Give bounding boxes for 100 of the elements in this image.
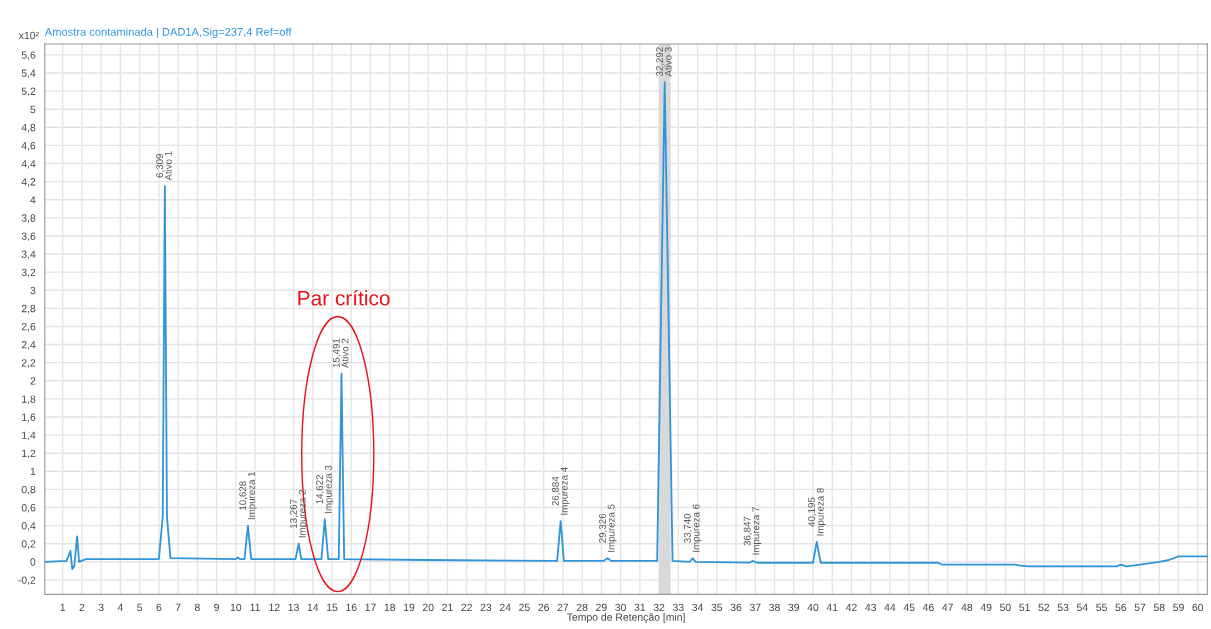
x-tick-label: 19 <box>403 603 415 612</box>
x-tick-label: 34 <box>692 603 704 612</box>
y-tick-label: 1,6 <box>22 413 36 423</box>
y-tick-label: 4,8 <box>21 123 36 133</box>
y-tick-label: 5 <box>30 105 36 114</box>
x-tick-label: 55 <box>1096 603 1107 612</box>
x-tick-label: 46 <box>922 603 934 612</box>
annotation: 36,847 Impureza 7 <box>743 507 762 555</box>
x-tick-label: 17 <box>365 603 376 611</box>
y-tick-label: 3,6 <box>21 232 36 242</box>
x-tick-label: 49 <box>980 603 992 612</box>
x-tick-label: 41 <box>826 603 838 611</box>
annotation: 26,884 Impureza 4 <box>552 467 570 515</box>
y-tick-label: 0,2 <box>21 540 36 549</box>
x-tick-label: 52 <box>1038 603 1050 612</box>
x-tick-label: 31 <box>634 603 646 612</box>
x-tick-label: 44 <box>884 603 896 611</box>
x-tick-label: 28 <box>576 603 588 612</box>
x-tick-label: 11 <box>250 603 260 611</box>
x-tick-label: 14 <box>307 603 319 611</box>
y-tick-label: 2,4 <box>21 341 36 350</box>
x-tick-label: 16 <box>346 603 357 612</box>
chart-title: Amostra contaminada | DAD1A,Sig=237,4 Ref=off <box>44 27 292 39</box>
x-tick-label: 3 <box>98 603 104 612</box>
annotation: 6,309 Ativo 1 <box>156 151 172 181</box>
y-tick-label: 0 <box>30 558 36 566</box>
x-tick-label: 50 <box>999 603 1011 612</box>
y-tick-label: 1,8 <box>22 395 36 404</box>
x-tick-label: 26 <box>538 603 549 612</box>
x-tick-label: 53 <box>1057 603 1069 612</box>
x-tick-label: 9 <box>214 603 220 612</box>
x-tick-label: 25 <box>519 603 530 612</box>
y-tick-label: 2,6 <box>21 322 36 332</box>
text: x10² <box>18 31 39 40</box>
y-tick-label: 2,8 <box>21 304 36 314</box>
y-tick-label: 3 <box>30 286 36 295</box>
annotation: 29,326 Impureza 5 <box>599 504 617 552</box>
annotation: 40,195 Impureza 8 <box>808 488 826 536</box>
annotation: 33,740 Impureza 6 <box>683 504 702 552</box>
y-tick-label: 5,6 <box>21 51 36 60</box>
x-tick-label: 2 <box>79 603 85 611</box>
y-tick-label: 4,4 <box>21 160 36 169</box>
x-tick-label: 48 <box>961 603 973 612</box>
x-tick-label: 35 <box>711 603 723 612</box>
x-tick-label: 30 <box>615 603 626 612</box>
annotation: 10,628 Impureza 1 <box>239 471 257 520</box>
y-tick-label: 1 <box>30 467 36 476</box>
y-tick-label: -0,2 <box>18 576 36 586</box>
x-tick-label: 58 <box>1153 603 1165 612</box>
y-tick-label: 5,4 <box>21 69 36 79</box>
annotation: Par crítico <box>298 290 390 306</box>
x-tick-label: 42 <box>845 603 857 611</box>
x-tick-label: 57 <box>1134 603 1146 612</box>
x-tick-label: 4 <box>117 603 123 611</box>
y-tick-label: 2,2 <box>21 359 36 368</box>
x-tick-label: 60 <box>1192 603 1204 612</box>
x-tick-label: 37 <box>749 603 761 612</box>
y-tick-label: 4,2 <box>21 178 36 187</box>
annotation: 13,267 Impureza 2 <box>290 490 308 538</box>
x-tick-label: 20 <box>422 603 434 612</box>
y-tick-label: 3,2 <box>21 268 36 278</box>
x-tick-label: 6 <box>156 603 162 612</box>
y-tick-label: 0,4 <box>21 522 36 531</box>
y-tick-label: 4 <box>30 196 36 204</box>
x-tick-label: 12 <box>269 603 280 611</box>
x-tick-label: 8 <box>194 603 200 612</box>
annotation: 14,622 Impureza 3 <box>316 465 334 513</box>
y-tick-label: 2 <box>30 377 36 385</box>
x-tick-label: 39 <box>788 603 800 612</box>
x-tick-label: 43 <box>865 603 877 612</box>
y-tick-label: 0,6 <box>21 504 36 513</box>
x-tick-label: 7 <box>175 603 181 611</box>
line-series <box>44 81 1208 570</box>
y-tick-label: 0,8 <box>21 485 36 495</box>
x-tick-label: 36 <box>730 603 742 612</box>
y-tick-label: 3,4 <box>21 250 36 260</box>
x-tick-label: 18 <box>384 603 396 612</box>
x-tick-label: 33 <box>672 603 684 612</box>
y-tick-label: 4,6 <box>21 141 36 151</box>
x-tick-label: 1 <box>60 603 66 611</box>
x-tick-label: 23 <box>480 603 492 612</box>
y-tick-label: 5,2 <box>21 87 36 97</box>
x-tick-label: 21 <box>442 603 453 611</box>
x-tick-label: 32 <box>653 603 665 612</box>
annotation: 32,292 Ativo 3 <box>656 47 672 77</box>
x-tick-label: 56 <box>1115 603 1127 612</box>
x-tick-label: 13 <box>288 603 299 612</box>
y-tick-label: 1,4 <box>22 431 36 441</box>
x-tick-label: 22 <box>461 603 472 611</box>
x-tick-label: 24 <box>499 603 511 611</box>
x-tick-label: 15 <box>327 603 338 612</box>
x-tick-label: 54 <box>1076 603 1088 612</box>
x-tick-label: 5 <box>137 603 143 612</box>
y-tick-label: 3,8 <box>21 214 36 223</box>
x-tick-label: 10 <box>230 603 242 612</box>
x-tick-label: 38 <box>769 603 780 612</box>
x-tick-label: 47 <box>942 603 953 611</box>
x-tick-label: 51 <box>1019 603 1030 612</box>
x-tick-label: 59 <box>1173 603 1184 612</box>
x-tick-label: 45 <box>903 603 915 612</box>
